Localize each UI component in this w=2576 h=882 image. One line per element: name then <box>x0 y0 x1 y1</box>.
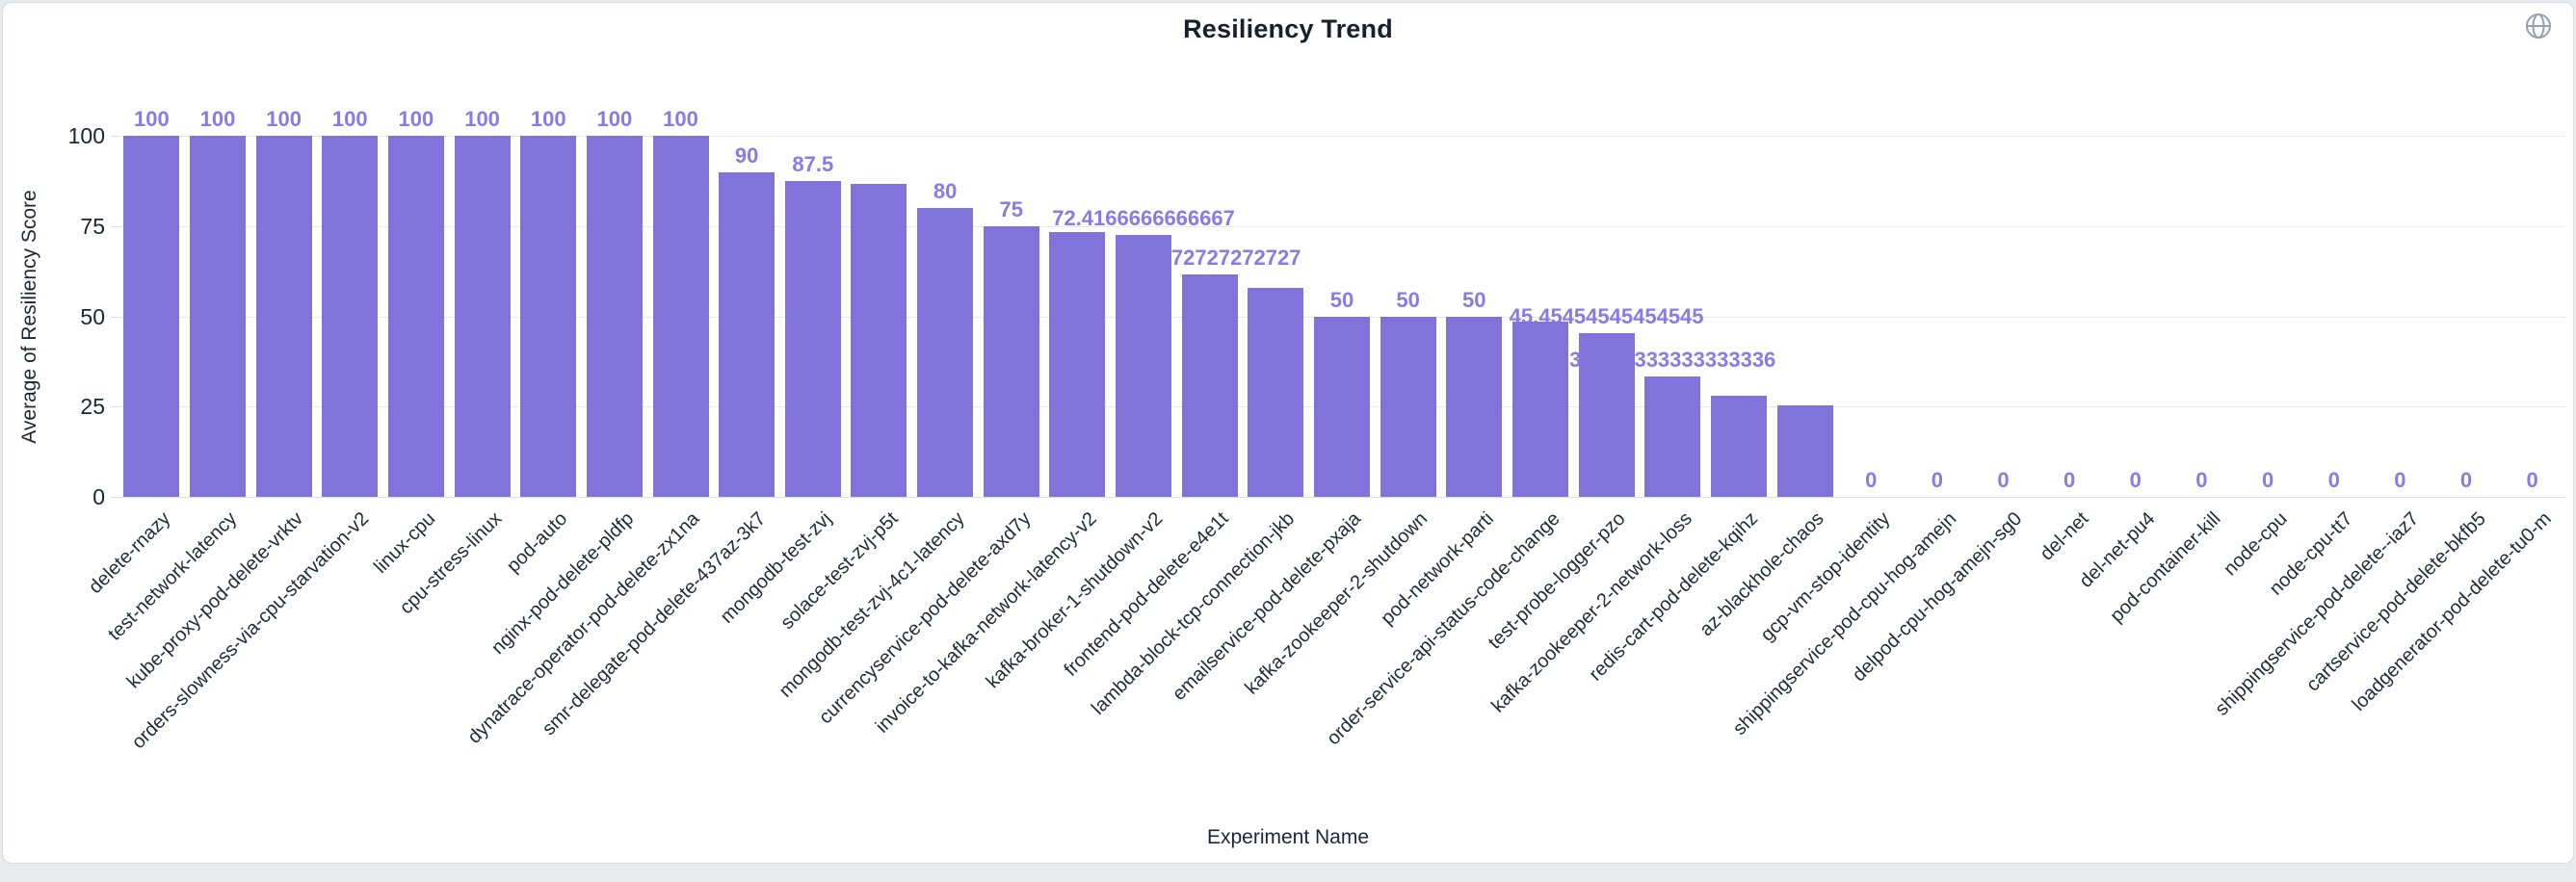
y-tick-label-0: 0 <box>92 484 105 509</box>
bar-cpu-stress-linux[interactable] <box>454 136 511 497</box>
y-tick-mark-0 <box>111 497 118 498</box>
bar-emailservice-pod-delete-pxaja[interactable] <box>1314 316 1370 497</box>
chart-title: Resiliency Trend <box>1183 14 1393 43</box>
bar-value-label: 100 <box>464 107 500 131</box>
bar-mongodb-test-zvj[interactable] <box>784 180 841 497</box>
bar-linux-cpu[interactable] <box>387 136 444 497</box>
bar-kafka-zookeeper-2-network-loss[interactable] <box>1644 376 1701 497</box>
bar-value-label: 100 <box>331 107 368 131</box>
bar-test-network-latency[interactable] <box>189 136 246 497</box>
bar-value-label: 0 <box>2327 468 2340 492</box>
bar-kafka-zookeeper-2-shutdown[interactable] <box>1380 316 1436 497</box>
bar-value-label: 0 <box>2195 468 2208 492</box>
bar-value-label: 0 <box>1997 468 2010 492</box>
bar-invoice-to-kafka-network-latency-v2[interactable] <box>1049 232 1106 497</box>
bar-delete-rnazy[interactable] <box>123 136 180 497</box>
gridline-y-0 <box>118 497 2565 498</box>
x-tick-label-dynatrace-operator-pod-delete-zx1na: dynatrace-operator-pod-delete-zx1na <box>463 507 704 748</box>
bar-dynatrace-operator-pod-delete-zx1na[interactable] <box>652 136 709 497</box>
bar-value-label: 0 <box>2526 468 2538 492</box>
resiliency-trend-chart: Resiliency Trend Average of Resiliency S… <box>3 3 2573 863</box>
y-tick-label-50: 50 <box>80 303 105 329</box>
bar-pod-network-parti[interactable] <box>1446 316 1503 497</box>
bar-order-service-api-status-code-change[interactable] <box>1511 322 1568 497</box>
bar-value-label: 100 <box>398 107 434 131</box>
bar-solace-test-zvj-p5t[interactable] <box>851 183 907 497</box>
bar-frontend-pod-delete-e4e1t[interactable] <box>1181 273 1238 497</box>
x-tick-label-orders-slowness-via-cpu-starvation-v2: orders-slowness-via-cpu-starvation-v2 <box>128 507 374 754</box>
y-tick-mark-100 <box>111 136 118 137</box>
y-tick-mark-50 <box>111 316 118 318</box>
bar-kafka-broker-1-shutdown-v2[interactable] <box>1116 235 1172 497</box>
gridline-y-75 <box>118 225 2565 227</box>
bar-value-label: 100 <box>266 107 302 131</box>
x-tick-label-pod-network-parti: pod-network-parti <box>1376 507 1498 630</box>
bar-value-label: 0 <box>2129 468 2142 492</box>
x-tick-label-order-service-api-status-code-change: order-service-api-status-code-change <box>1322 507 1564 750</box>
x-tick-label-solace-test-zvj-p5t: solace-test-zvj-p5t <box>776 507 903 635</box>
bar-value-label: 100 <box>596 107 633 131</box>
bar-value-label: 0 <box>2261 468 2274 492</box>
chart-card: Resiliency Trend Average of Resiliency S… <box>2 2 2574 864</box>
x-tick-label-del-net: del-net <box>2036 507 2093 565</box>
y-tick-label-100: 100 <box>67 123 105 148</box>
bar-value-label: 100 <box>530 107 566 131</box>
bar-redis-cart-pod-delete-kqihz[interactable] <box>1710 396 1767 497</box>
globe-icon[interactable] <box>2523 11 2554 41</box>
bar-nginx-pod-delete-pldfp[interactable] <box>586 136 643 497</box>
bar-smr-delegate-pod-delete-437az-3k7[interactable] <box>719 171 775 497</box>
y-tick-mark-25 <box>111 406 118 408</box>
bar-currencyservice-pod-delete-axd7y[interactable] <box>983 225 1039 497</box>
bar-value-label: 50 <box>1462 287 1486 312</box>
x-axis-title: Experiment Name <box>1206 826 1370 848</box>
bar-lambda-block-tcp-connection-jkb[interactable] <box>1248 287 1304 497</box>
gridline-y-100 <box>118 136 2565 137</box>
bar-kube-proxy-pod-delete-vrktv[interactable] <box>255 136 312 497</box>
bar-value-label: 0 <box>2063 468 2076 492</box>
bar-value-label: 0 <box>2394 468 2406 492</box>
bar-value-label: 0 <box>2459 468 2473 492</box>
y-tick-mark-75 <box>111 225 118 227</box>
y-tick-label-75: 75 <box>80 213 105 239</box>
x-tick-label-pod-container-kill: pod-container-kill <box>2106 507 2225 627</box>
bar-pod-auto[interactable] <box>520 136 577 497</box>
bar-value-label: 100 <box>663 107 698 131</box>
bar-mongodb-test-zvj-4c1-latency[interactable] <box>917 208 974 497</box>
x-tick-label-mongodb-test-zvj: mongodb-test-zvj <box>717 507 837 628</box>
y-tick-label-25: 25 <box>80 394 105 420</box>
bar-test-probe-logger-pzo[interactable] <box>1578 332 1635 497</box>
bar-orders-slowness-via-cpu-starvation-v2[interactable] <box>322 136 379 497</box>
bar-az-blackhole-chaos[interactable] <box>1776 405 1833 497</box>
x-tick-label-az-blackhole-chaos: az-blackhole-chaos <box>1695 507 1828 641</box>
